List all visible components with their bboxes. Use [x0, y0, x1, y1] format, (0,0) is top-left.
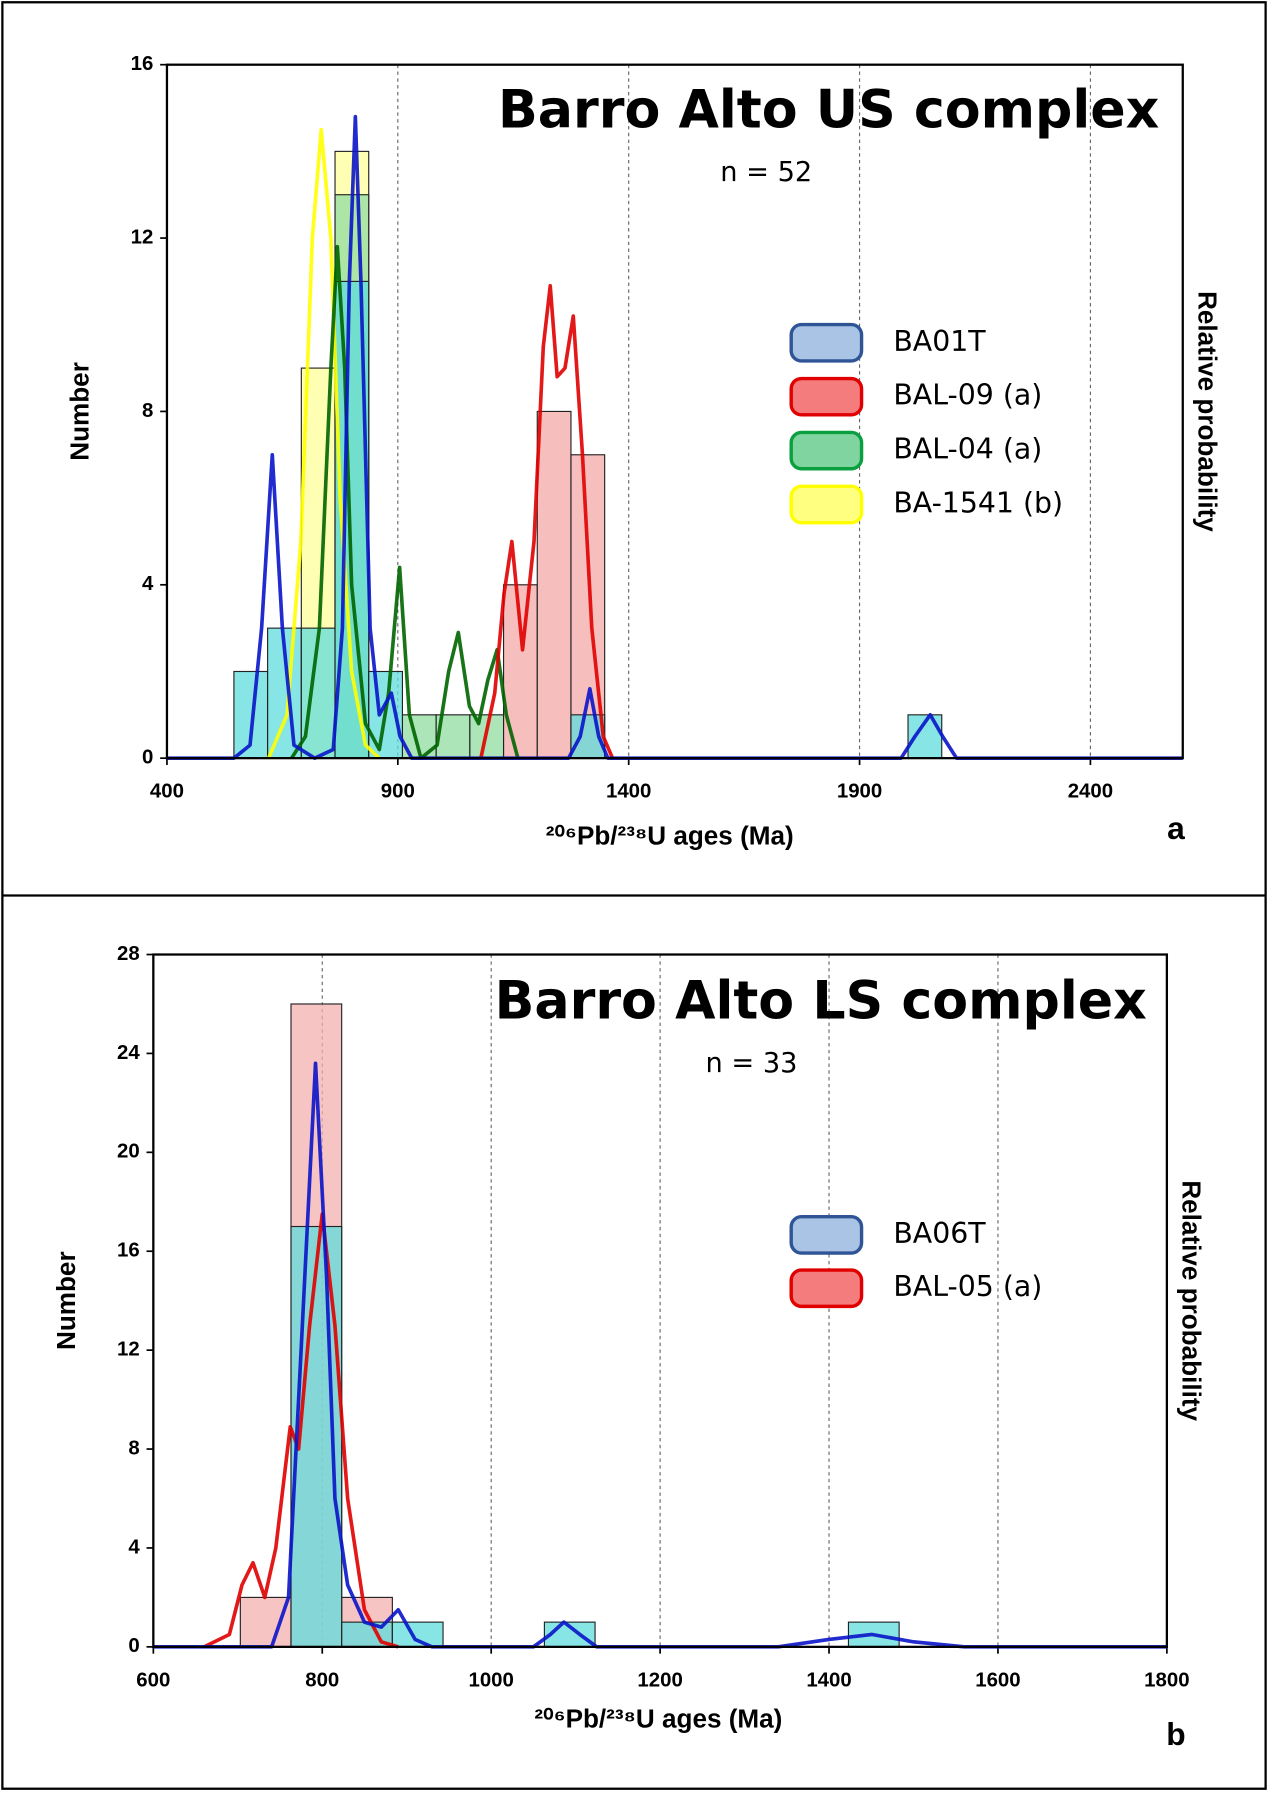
y-tick-label: 28: [117, 943, 140, 965]
x-tick-label: 600: [136, 1669, 170, 1691]
legend-swatch: [789, 322, 864, 363]
x-axis-label: ²⁰⁶Pb/²³⁸U ages (Ma): [534, 1704, 782, 1734]
annotation: n = 52: [720, 157, 812, 188]
histogram-bar: [536, 410, 572, 759]
y2-axis-label: Relative probability: [1193, 291, 1223, 532]
probability-curve: [290, 244, 520, 760]
x-tick-label: 1900: [837, 781, 882, 803]
x-tick-label: 2400: [1068, 781, 1113, 803]
y-axis-label: Number: [51, 1251, 81, 1350]
x-tick-label: 1000: [468, 1669, 513, 1691]
legend-label: BA01T: [893, 325, 986, 358]
legend-swatch: [789, 376, 864, 417]
legend-swatch: [789, 430, 864, 471]
chart-title: Barro Alto LS complex: [495, 971, 1147, 1031]
legend-swatch: [789, 1214, 864, 1255]
y-tick-label: 0: [128, 1635, 139, 1657]
y-tick-label: 24: [117, 1042, 140, 1064]
x-tick-label: 1200: [637, 1669, 682, 1691]
y-tick-label: 4: [142, 573, 154, 595]
y-tick-label: 16: [117, 1240, 140, 1262]
probability-curve: [166, 114, 1183, 760]
y-tick-label: 4: [128, 1536, 140, 1558]
plot-frame: [165, 63, 1184, 760]
y-tick-label: 16: [131, 53, 154, 75]
y-tick-label: 8: [128, 1437, 139, 1459]
panel-label: a: [1167, 810, 1185, 846]
y-tick-label: 12: [117, 1339, 140, 1361]
histogram-bar: [391, 1621, 444, 1648]
legend-label: BAL-09 (a): [893, 379, 1042, 412]
y-tick-label: 8: [142, 400, 153, 422]
x-tick-label: 1600: [975, 1669, 1020, 1691]
probability-curve: [479, 283, 615, 759]
plot-frame: [152, 953, 1169, 1648]
legend-swatch: [789, 484, 864, 525]
histogram-bar: [469, 714, 505, 759]
y-tick-label: 0: [142, 747, 153, 769]
legend-label: BAL-05 (a): [893, 1270, 1042, 1303]
histogram-bar: [239, 1596, 292, 1648]
y-tick-label: 20: [117, 1141, 140, 1163]
x-tick-label: 400: [150, 781, 184, 803]
panel-label: b: [1166, 1716, 1185, 1752]
annotation: n = 33: [705, 1048, 797, 1079]
legend-label: BAL-04 (a): [893, 433, 1042, 466]
chart-title: Barro Alto US complex: [498, 80, 1159, 140]
y-axis-label: Number: [65, 362, 95, 461]
x-tick-label: 1800: [1144, 1669, 1189, 1691]
probability-curve: [266, 127, 381, 760]
y2-axis-label: Relative probability: [1177, 1180, 1207, 1421]
x-tick-label: 800: [305, 1669, 339, 1691]
probability-curve: [153, 1061, 1167, 1649]
x-tick-label: 1400: [606, 781, 651, 803]
legend-label: BA-1541 (b): [893, 486, 1063, 519]
y-tick-label: 12: [131, 226, 154, 248]
legend-swatch: [789, 1268, 864, 1309]
probability-curve: [203, 1212, 399, 1649]
legend-label: BA06T: [893, 1217, 986, 1250]
x-axis-label: ²⁰⁶Pb/²³⁸U ages (Ma): [546, 821, 794, 851]
x-tick-label: 900: [381, 781, 415, 803]
x-tick-label: 1400: [806, 1669, 851, 1691]
